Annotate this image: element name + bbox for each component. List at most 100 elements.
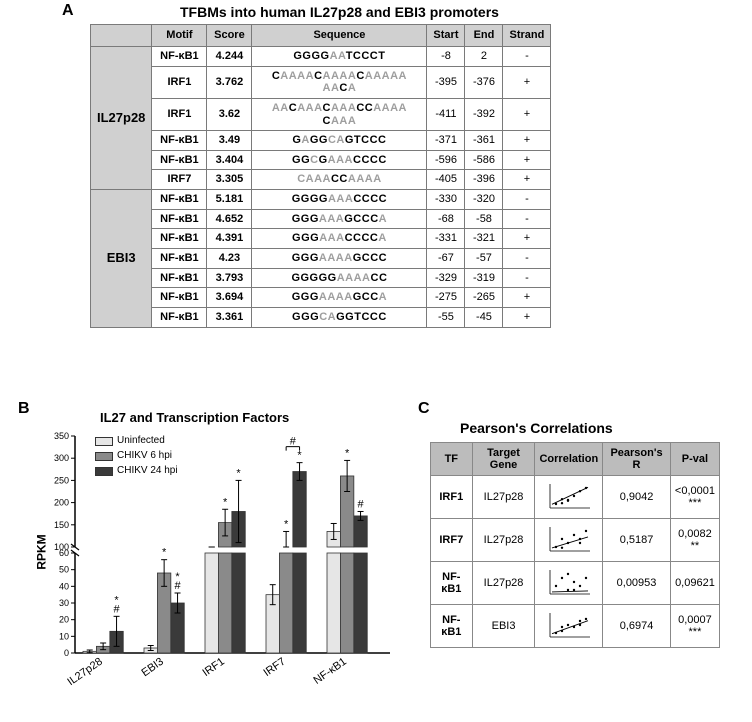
panel-b-label: B [18,400,30,418]
table-cell: 3.694 [207,288,252,308]
table-cell: NF-κB1 [152,288,207,308]
panel-c-title: Pearson's Correlations [460,420,730,436]
svg-text:*: * [223,496,228,508]
table-cell: IRF1 [431,476,473,519]
panel-c: Pearson's Correlations TFTarget GeneCorr… [430,420,730,648]
svg-text:150: 150 [54,520,69,530]
table-cell: GGGCAGGTCCC [252,307,427,327]
tc-col: Target Gene [472,443,535,476]
table-cell: NF-κB1 [152,268,207,288]
group-header: EBI3 [91,190,152,327]
table-cell: 4.23 [207,248,252,268]
table-cell: 4.244 [207,46,252,66]
table-cell: NF-κB1 [431,562,473,605]
table-cell: NF-κB1 [152,229,207,249]
table-cell: 3.361 [207,307,252,327]
table-cell [535,562,603,605]
svg-text:*: * [236,467,241,479]
table-cell: IRF1 [152,66,207,98]
svg-text:NF-κB1: NF-κB1 [311,656,348,687]
svg-text:300: 300 [54,453,69,463]
table-cell: 4.652 [207,209,252,229]
table-cell: GGGGGAAAACC [252,268,427,288]
tfbm-table: MotifScoreSequenceStartEndStrandIL27p28N… [90,24,551,328]
panel-a-title: TFBMs into human IL27p28 and EBI3 promot… [180,4,499,20]
table-cell: GGGGAAACCCC [252,190,427,210]
svg-text:350: 350 [54,431,69,441]
table-cell: <0,0001*** [670,476,719,519]
table-cell: 0,0007*** [670,605,719,648]
chart-b: IL27 and Transcription Factors RPKM Unin… [30,410,400,710]
table-cell: IL27p28 [472,476,535,519]
table-cell: NF-κB1 [431,605,473,648]
table-cell: 0,00953 [603,562,671,605]
tableA-col: Score [207,25,252,47]
chart-b-title: IL27 and Transcription Factors [100,410,289,425]
svg-text:50: 50 [59,565,69,575]
svg-text:*: * [345,447,350,459]
table-cell: CAAAACAAAACAAAAA AACA [252,66,427,98]
tc-col: Pearson's R [603,443,671,476]
table-cell: 3.793 [207,268,252,288]
svg-text:40: 40 [59,581,69,591]
table-cell: EBI3 [472,605,535,648]
table-cell: NF-κB1 [152,209,207,229]
tableA-col: End [465,25,503,47]
table-cell: NF-κB1 [152,307,207,327]
table-cell: 3.49 [207,131,252,151]
svg-text:IRF7: IRF7 [261,656,287,680]
tableA-col: Sequence [252,25,427,47]
svg-text:30: 30 [59,598,69,608]
table-cell: IRF7 [431,519,473,562]
svg-text:IL27p28: IL27p28 [65,656,104,689]
table-cell: NF-κB1 [152,150,207,170]
table-cell: IRF1 [152,98,207,130]
table-cell [535,605,603,648]
table-cell: 0,6974 [603,605,671,648]
correlation-table: TFTarget GeneCorrelationPearson's RP-val… [430,442,720,648]
svg-text:*: * [175,571,180,583]
svg-text:*: * [162,547,167,559]
table-cell: NF-κB1 [152,190,207,210]
table-cell: IL27p28 [472,562,535,605]
table-cell: GAGGCAGTCCC [252,131,427,151]
table-cell: GGGAAAAGCCA [252,288,427,308]
table-cell: GGCGAAACCCC [252,150,427,170]
table-cell: 5.181 [207,190,252,210]
table-cell: IL27p28 [472,519,535,562]
svg-text:#: # [290,436,297,448]
group-header: IL27p28 [91,46,152,189]
table-cell [535,476,603,519]
svg-text:#: # [357,498,364,510]
svg-text:250: 250 [54,475,69,485]
panel-c-label: C [418,400,430,418]
table-cell: NF-κB1 [152,46,207,66]
table-cell: AACAAACAAACCAAAA CAAA [252,98,427,130]
tableA-col: Strand [503,25,551,47]
table-cell: 0,9042 [603,476,671,519]
svg-text:100: 100 [54,542,69,552]
table-cell: 3.404 [207,150,252,170]
tc-col: P-val [670,443,719,476]
table-cell: CAAACCAAAA [252,170,427,190]
table-cell: GGGAAACCCCA [252,229,427,249]
table-cell: NF-κB1 [152,131,207,151]
svg-text:20: 20 [59,615,69,625]
tc-col: TF [431,443,473,476]
table-cell: 4.391 [207,229,252,249]
table-cell: 3.762 [207,66,252,98]
table-cell: 3.62 [207,98,252,130]
svg-text:*: * [297,450,302,462]
table-cell: 0,09621 [670,562,719,605]
tc-col: Correlation [535,443,603,476]
panel-a-label: A [62,2,74,20]
table-cell: IRF7 [152,170,207,190]
table-cell: GGGAAAGCCCA [252,209,427,229]
table-cell [535,519,603,562]
svg-text:0: 0 [64,648,69,658]
svg-text:*: * [284,518,289,530]
table-cell: GGGAAAAGCCC [252,248,427,268]
svg-text:IRF1: IRF1 [200,656,226,680]
svg-text:200: 200 [54,498,69,508]
svg-text:10: 10 [59,631,69,641]
